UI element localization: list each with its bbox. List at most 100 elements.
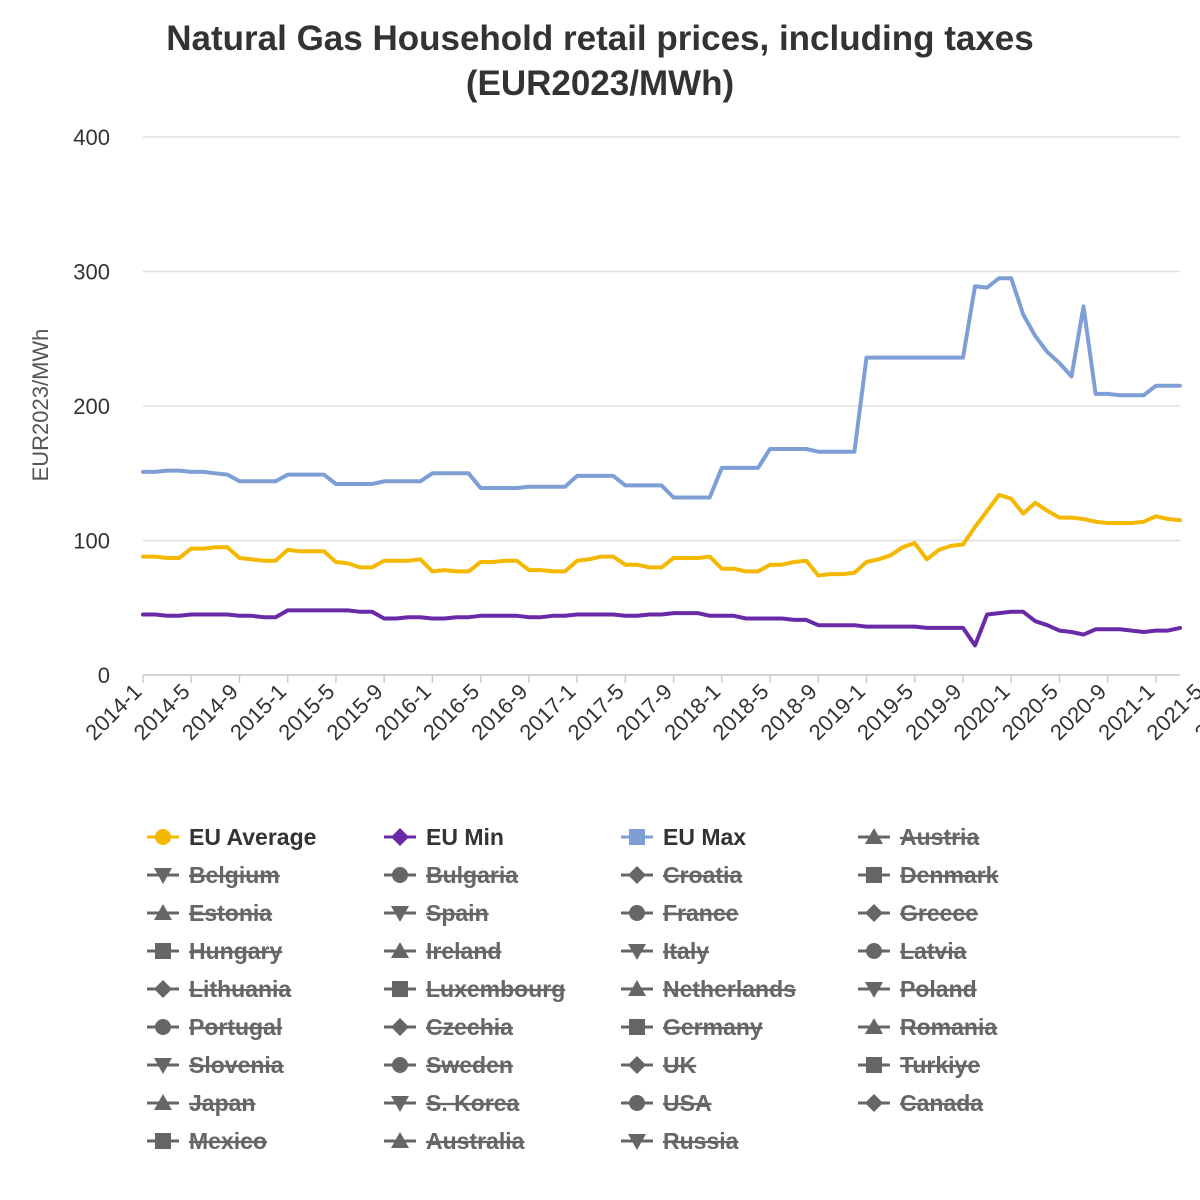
legend-label: Sweden xyxy=(426,1052,513,1078)
legend-label: Luxembourg xyxy=(426,976,565,1002)
y-axis-title: EUR2023/MWh xyxy=(28,329,53,482)
legend-item[interactable]: Portugal xyxy=(147,1014,282,1040)
legend-item[interactable]: Spain xyxy=(384,900,489,926)
series-line-eu-min xyxy=(141,608,1182,648)
legend-marker-circle xyxy=(866,943,882,959)
legend-item[interactable]: Bulgaria xyxy=(384,862,518,888)
legend-item[interactable]: Mexico xyxy=(147,1128,267,1154)
legend-label: Turkiye xyxy=(900,1052,980,1078)
legend-item[interactable]: Turkiye xyxy=(858,1052,980,1078)
legend-label: Canada xyxy=(900,1090,983,1116)
legend-item[interactable]: Lithuania xyxy=(147,976,291,1002)
legend-item[interactable]: Sweden xyxy=(384,1052,513,1078)
legend-item[interactable]: Netherlands xyxy=(621,976,796,1002)
legend-label: Italy xyxy=(663,938,709,964)
legend-label: Austria xyxy=(900,824,979,850)
legend-label: S. Korea xyxy=(426,1090,520,1116)
legend-marker-triangle-down xyxy=(628,944,646,960)
y-tick-label: 100 xyxy=(73,529,110,554)
legend-label: EU Min xyxy=(426,824,504,850)
legend-label: Lithuania xyxy=(189,976,291,1002)
chart-subtitle: (EUR2023/MWh) xyxy=(466,64,734,103)
legend-marker-triangle-down xyxy=(865,982,883,998)
legend-marker-triangle xyxy=(865,828,883,844)
legend-label: EU Max xyxy=(663,824,746,850)
legend-label: Bulgaria xyxy=(426,862,518,888)
legend-item[interactable]: Italy xyxy=(621,938,709,964)
legend-item[interactable]: Slovenia xyxy=(147,1052,284,1078)
legend-marker-circle xyxy=(155,829,171,845)
legend-item[interactable]: Belgium xyxy=(147,862,280,888)
legend-label: Netherlands xyxy=(663,976,796,1002)
legend-item[interactable]: France xyxy=(621,900,738,926)
legend-marker-circle xyxy=(392,1057,408,1073)
legend-label: USA xyxy=(663,1090,712,1116)
legend-item[interactable]: Luxembourg xyxy=(384,976,565,1002)
legend[interactable]: EU Average EU Min EU Max Austria Belgium Bulg… xyxy=(147,824,999,1154)
legend-item[interactable]: Denmark xyxy=(858,862,999,888)
legend-marker-diamond xyxy=(865,904,883,922)
legend-item[interactable]: Australia xyxy=(384,1128,525,1154)
y-tick-label: 200 xyxy=(73,394,110,419)
legend-item[interactable]: Greece xyxy=(858,900,978,926)
legend-item[interactable]: Austria xyxy=(858,824,979,850)
legend-marker-diamond xyxy=(391,828,409,846)
legend-marker-square xyxy=(866,1057,882,1073)
legend-label: Mexico xyxy=(189,1128,267,1154)
legend-item[interactable]: EU Min xyxy=(384,824,504,850)
legend-label: Croatia xyxy=(663,862,742,888)
legend-marker-square xyxy=(629,829,645,845)
legend-marker-triangle-down xyxy=(154,1058,172,1074)
legend-item[interactable]: Hungary xyxy=(147,938,283,964)
legend-item[interactable]: UK xyxy=(621,1052,697,1078)
legend-marker-diamond xyxy=(154,980,172,998)
series-line-eu-average xyxy=(141,492,1182,578)
legend-item[interactable]: Canada xyxy=(858,1090,983,1116)
legend-item[interactable]: Ireland xyxy=(384,938,501,964)
legend-marker-triangle xyxy=(154,1094,172,1110)
legend-marker-triangle-down xyxy=(391,906,409,922)
chart-title: Natural Gas Household retail prices, inc… xyxy=(166,19,1033,58)
legend-marker-triangle xyxy=(391,942,409,958)
legend-label: Poland xyxy=(900,976,977,1002)
legend-item[interactable]: USA xyxy=(621,1090,712,1116)
legend-label: Australia xyxy=(426,1128,525,1154)
legend-item[interactable]: Poland xyxy=(858,976,977,1002)
gridlines xyxy=(143,136,1180,676)
legend-marker-square xyxy=(392,981,408,997)
legend-label: EU Average xyxy=(189,824,316,850)
legend-label: Portugal xyxy=(189,1014,282,1040)
legend-label: UK xyxy=(663,1052,697,1078)
legend-marker-triangle-down xyxy=(391,1096,409,1112)
legend-item[interactable]: Japan xyxy=(147,1090,255,1116)
legend-marker-square xyxy=(155,943,171,959)
legend-label: Latvia xyxy=(900,938,967,964)
legend-marker-triangle xyxy=(628,980,646,996)
legend-item[interactable]: Latvia xyxy=(858,938,967,964)
legend-item[interactable]: EU Average xyxy=(147,824,316,850)
legend-label: Germany xyxy=(663,1014,763,1040)
legend-item[interactable]: Czechia xyxy=(384,1014,513,1040)
legend-marker-square xyxy=(155,1133,171,1149)
legend-label: Denmark xyxy=(900,862,999,888)
legend-item[interactable]: EU Max xyxy=(621,824,746,850)
legend-marker-circle xyxy=(629,1095,645,1111)
legend-item[interactable]: Russia xyxy=(621,1128,739,1154)
legend-item[interactable]: Croatia xyxy=(621,862,742,888)
legend-marker-triangle xyxy=(391,1132,409,1148)
legend-marker-circle xyxy=(392,867,408,883)
legend-marker-square xyxy=(866,867,882,883)
legend-item[interactable]: S. Korea xyxy=(384,1090,520,1116)
legend-label: France xyxy=(663,900,738,926)
legend-marker-circle xyxy=(155,1019,171,1035)
legend-marker-diamond xyxy=(391,1018,409,1036)
legend-label: Greece xyxy=(900,900,978,926)
legend-item[interactable]: Romania xyxy=(858,1014,997,1040)
legend-label: Czechia xyxy=(426,1014,513,1040)
x-axis-ticks: 2014-12014-52014-92015-12015-52015-92016… xyxy=(80,675,1200,745)
legend-item[interactable]: Germany xyxy=(621,1014,763,1040)
legend-marker-diamond xyxy=(628,866,646,884)
legend-item[interactable]: Estonia xyxy=(147,900,272,926)
